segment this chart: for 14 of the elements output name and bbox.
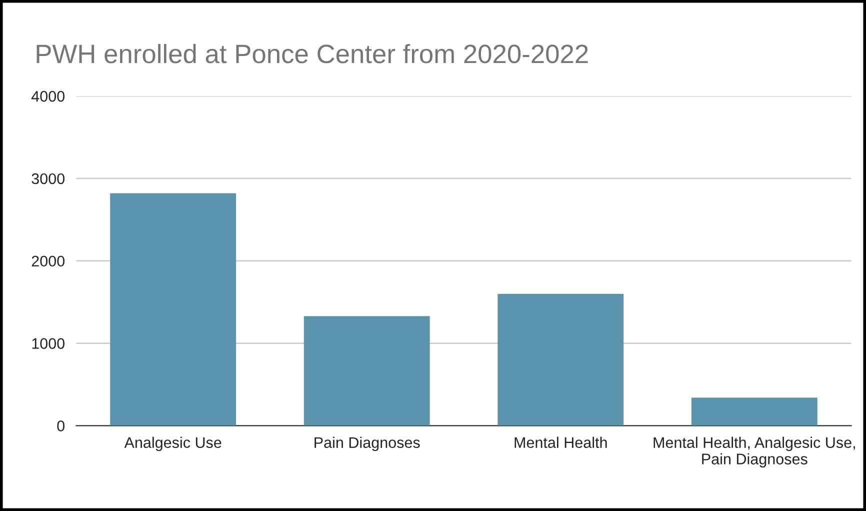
x-tick-label: Pain Diagnoses: [314, 436, 420, 452]
bar: [110, 193, 236, 426]
x-tick-label: Mental Health, Analgesic Use, Pain Diagnoses: [654, 436, 855, 468]
x-tick-label: Mental Health: [514, 436, 607, 448]
x-tick-label: Analgesic Use: [124, 436, 222, 452]
bar: [304, 316, 430, 426]
bar: [691, 398, 818, 426]
y-tick-label: 3000: [32, 173, 65, 184]
y-tick-label: 4000: [31, 90, 65, 102]
y-tick-label: 0: [57, 420, 64, 432]
y-tick-label: 2000: [32, 256, 65, 267]
chart-title: PWH enrolled at Ponce Center from 2020-2022: [36, 44, 588, 64]
y-tick-label: 1000: [32, 338, 65, 349]
bar: [498, 294, 624, 426]
